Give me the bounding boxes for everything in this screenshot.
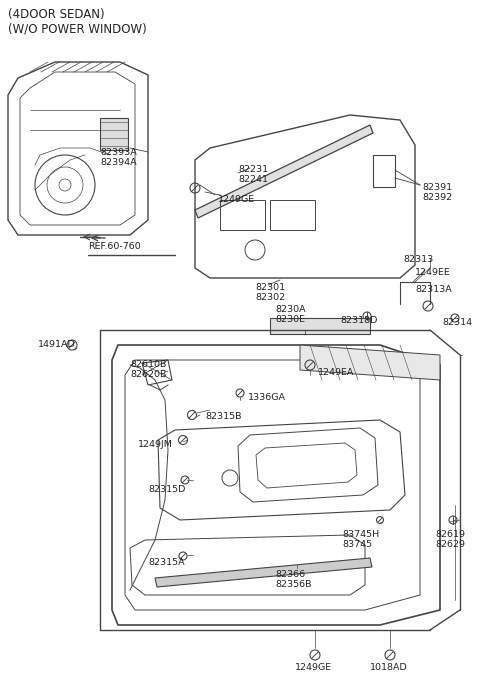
Text: (W/O POWER WINDOW): (W/O POWER WINDOW) [8,22,147,35]
Text: (4DOOR SEDAN): (4DOOR SEDAN) [8,8,105,21]
Text: 8230E: 8230E [275,315,305,324]
Bar [100,118,128,150]
Text: 82315A: 82315A [148,558,185,567]
Text: 1249EA: 1249EA [318,368,354,377]
Text: 1249GE: 1249GE [218,195,255,204]
Text: 82610B: 82610B [130,360,167,369]
Text: 82302: 82302 [255,293,285,302]
Text: 82301: 82301 [255,283,285,292]
Text: 82629: 82629 [435,540,465,549]
Text: 82394A: 82394A [100,158,137,167]
Text: 1249JM: 1249JM [138,440,173,449]
Text: 1018AD: 1018AD [370,663,408,672]
Bar [270,318,370,334]
Text: 82318D: 82318D [340,316,377,325]
Text: 82241: 82241 [238,175,268,184]
Text: 82620B: 82620B [130,370,167,379]
Text: 82315B: 82315B [205,412,241,421]
Polygon shape [195,125,373,218]
Text: 82619: 82619 [435,530,465,539]
Text: 8230A: 8230A [275,305,306,314]
Bar [220,200,265,230]
Text: 1491AD: 1491AD [38,340,76,349]
Text: REF.60-760: REF.60-760 [88,242,141,251]
Text: 82314: 82314 [442,318,472,327]
Text: 82313: 82313 [403,255,433,264]
Text: 82366: 82366 [275,570,305,579]
Text: 83745H: 83745H [342,530,379,539]
Text: 82391: 82391 [422,183,452,192]
Polygon shape [155,558,372,587]
Text: 82315D: 82315D [148,485,185,494]
Text: 1249EE: 1249EE [415,268,451,277]
Text: 83745: 83745 [342,540,372,549]
Bar [270,200,315,230]
Text: 82356B: 82356B [275,580,312,589]
Text: 82313A: 82313A [415,285,452,294]
Text: 82231: 82231 [238,165,268,174]
Polygon shape [300,345,440,380]
Text: 1336GA: 1336GA [248,393,286,402]
Text: 82393A: 82393A [100,148,137,157]
Text: 82392: 82392 [422,193,452,202]
Text: 1249GE: 1249GE [295,663,332,672]
Bar [373,155,395,187]
